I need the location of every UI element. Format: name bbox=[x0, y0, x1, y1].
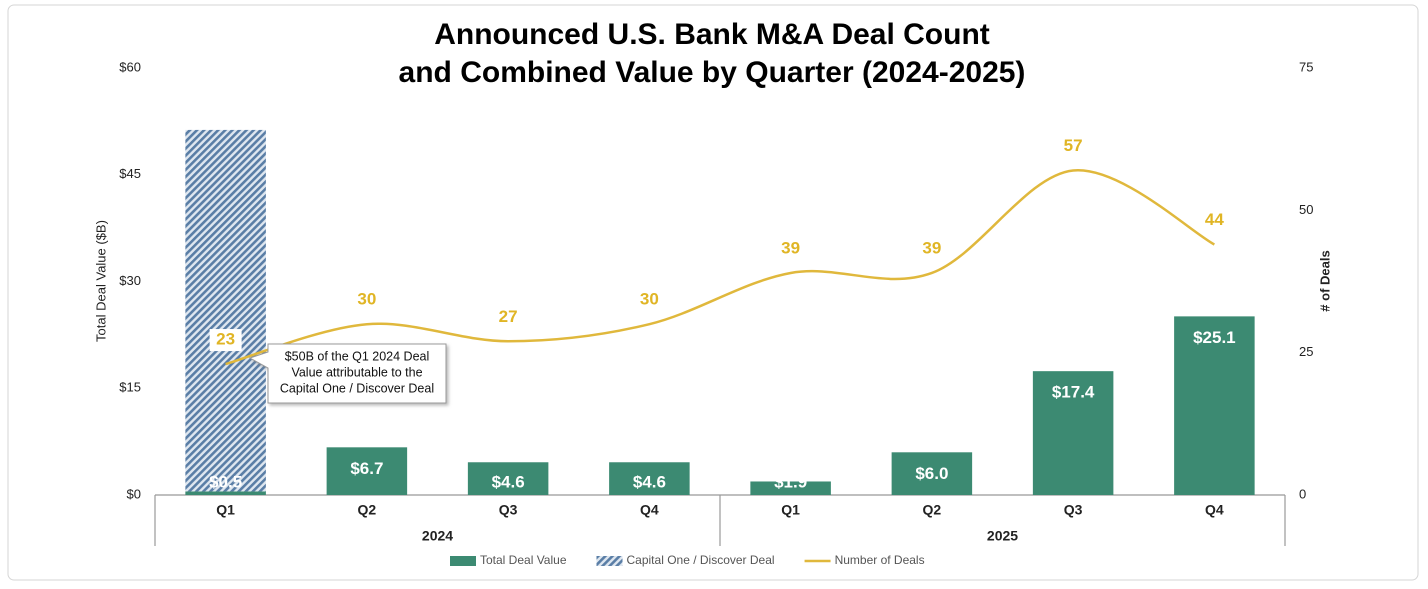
data-label: $4.6 bbox=[633, 472, 666, 491]
legend-label: Number of Deals bbox=[835, 553, 925, 567]
data-label: 30 bbox=[357, 290, 376, 309]
data-label-bg bbox=[633, 289, 666, 312]
data-label: $1.9 bbox=[774, 472, 807, 491]
annotation-box bbox=[248, 343, 447, 404]
y2-tick-label: 75 bbox=[1299, 59, 1313, 74]
y-tick-label: $45 bbox=[119, 166, 141, 181]
y-tick-label: $60 bbox=[119, 59, 141, 74]
y-tick-label: $30 bbox=[119, 273, 141, 288]
bar bbox=[891, 452, 973, 495]
x-tick-label: Q4 bbox=[640, 502, 659, 518]
data-label-bg bbox=[1057, 135, 1090, 158]
bar bbox=[609, 462, 690, 495]
data-label: 44 bbox=[1205, 210, 1224, 229]
data-label: $0.5 bbox=[209, 472, 242, 491]
annotation: $50B of the Q1 2024 Deal Value attributa… bbox=[248, 343, 447, 404]
data-label: $6.7 bbox=[350, 459, 383, 478]
x-tick-label: Q2 bbox=[923, 502, 942, 518]
data-label-bg bbox=[1198, 209, 1231, 232]
bar bbox=[1174, 316, 1255, 495]
y-tick-label: $15 bbox=[119, 380, 141, 395]
bar bbox=[1032, 371, 1114, 495]
y2-axis-label: # of Deals bbox=[1317, 250, 1332, 311]
data-label: 27 bbox=[499, 307, 518, 326]
data-label-bg bbox=[492, 306, 525, 329]
bar bbox=[750, 481, 831, 495]
data-label: 57 bbox=[1064, 136, 1083, 155]
line bbox=[225, 169, 1215, 366]
legend-label: Capital One / Discover Deal bbox=[627, 553, 775, 567]
x-tick-label: Q1 bbox=[781, 502, 800, 518]
data-label: 30 bbox=[640, 290, 659, 309]
data-label: 39 bbox=[781, 238, 800, 257]
x-tick-label: Q3 bbox=[1064, 502, 1083, 518]
annotation-text: Value attributable to the bbox=[291, 365, 422, 379]
legend: Total Deal Value Capital One / Discover D… bbox=[450, 553, 925, 567]
x-tick-label: Q2 bbox=[358, 502, 377, 518]
data-label-bg bbox=[774, 237, 807, 260]
bar bbox=[467, 462, 549, 495]
y2-tick-label: 0 bbox=[1299, 486, 1306, 501]
data-label: 23 bbox=[216, 330, 235, 349]
legend-swatch bbox=[450, 556, 476, 566]
y2-tick-label: 50 bbox=[1299, 202, 1313, 217]
x-tick-label: Q3 bbox=[499, 502, 518, 518]
group-label: 2025 bbox=[987, 528, 1018, 544]
chart-title: and Combined Value by Quarter (2024-2025… bbox=[399, 56, 1026, 89]
legend-swatch bbox=[596, 556, 623, 566]
data-label: $6.0 bbox=[915, 464, 948, 483]
chart-title: Announced U.S. Bank M&A Deal Count bbox=[434, 18, 990, 51]
y-tick-label: $0 bbox=[127, 486, 141, 501]
y2-tick-label: 25 bbox=[1299, 344, 1313, 359]
y-axis-label: Total Deal Value ($B) bbox=[93, 220, 108, 342]
annotation-text: Capital One / Discover Deal bbox=[280, 381, 434, 395]
legend-label: Total Deal Value bbox=[480, 553, 567, 567]
data-label-bg bbox=[209, 329, 242, 352]
bar bbox=[326, 447, 408, 495]
group-label: 2024 bbox=[422, 528, 453, 544]
annotation-text: $50B of the Q1 2024 Deal bbox=[285, 349, 430, 363]
data-label: $25.1 bbox=[1193, 328, 1236, 347]
data-label-bg bbox=[915, 237, 948, 260]
hatched-bar bbox=[185, 129, 266, 492]
data-label-bg bbox=[350, 289, 383, 312]
x-tick-label: Q1 bbox=[216, 502, 235, 518]
plot-area: $0 $15 $30 $45 $60 0 25 50 75 Q1 Q2 Q3 Q4 Q1 Q2 Q3 Q4 202… bbox=[119, 59, 1313, 546]
x-tick-label: Q4 bbox=[1205, 502, 1224, 518]
bar bbox=[185, 491, 266, 495]
data-label: $4.6 bbox=[492, 472, 525, 491]
data-label: 39 bbox=[922, 238, 941, 257]
data-label: $17.4 bbox=[1052, 383, 1095, 402]
